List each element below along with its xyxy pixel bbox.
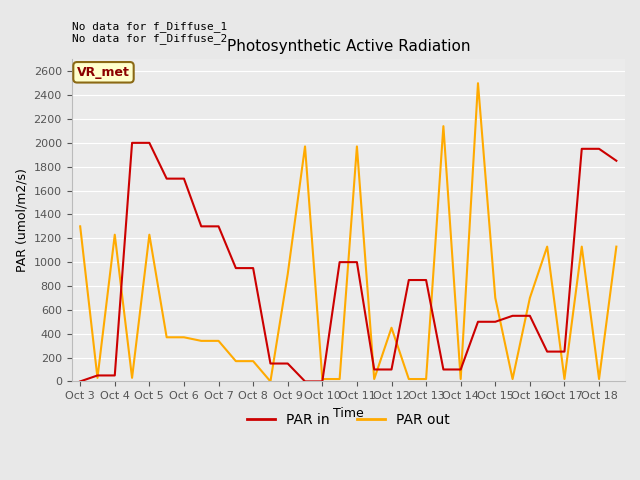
Legend: PAR in, PAR out: PAR in, PAR out (241, 408, 455, 432)
X-axis label: Time: Time (333, 407, 364, 420)
Title: Photosynthetic Active Radiation: Photosynthetic Active Radiation (227, 39, 470, 54)
Text: No data for f_Diffuse_1
No data for f_Diffuse_2: No data for f_Diffuse_1 No data for f_Di… (72, 21, 227, 44)
Text: VR_met: VR_met (77, 66, 130, 79)
Y-axis label: PAR (umol/m2/s): PAR (umol/m2/s) (15, 168, 28, 272)
